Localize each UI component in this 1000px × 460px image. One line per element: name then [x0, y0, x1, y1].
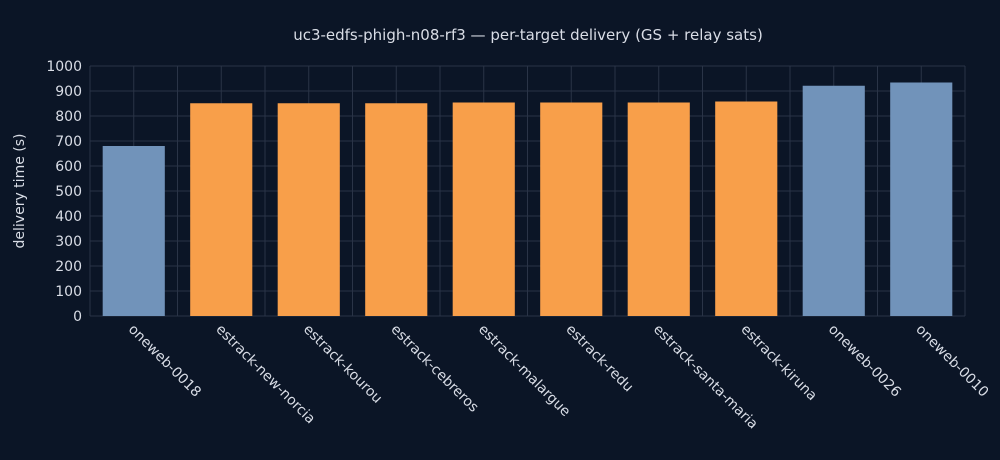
x-tick-label: estrack-redu — [562, 322, 636, 396]
bar-estrack-malargue — [452, 102, 515, 316]
x-axis-ticks: oneweb-0018 estrack-new-norciaestrack-kou… — [125, 322, 991, 433]
bars — [102, 82, 953, 316]
bar-estrack-santa-maria — [627, 102, 690, 316]
bar-estrack-kiruna — [715, 101, 778, 316]
x-tick-label: oneweb-0026 — [825, 322, 904, 401]
bar-estrack-cebreros — [365, 103, 428, 316]
y-axis-label: delivery time (s) — [12, 134, 28, 249]
y-tick-label: 800 — [55, 109, 82, 125]
y-tick-label: 1000 — [46, 59, 82, 75]
x-tick-label: oneweb-0018 — [125, 322, 204, 401]
chart-title: uc3-edfs-phigh-n08-rf3 — per-target deli… — [293, 26, 763, 44]
y-tick-label: 900 — [55, 84, 82, 100]
y-tick-label: 600 — [55, 159, 82, 175]
x-tick-label: oneweb-0010 — [912, 322, 991, 401]
bar-estrack-new-norcia — [190, 103, 253, 316]
y-tick-label: 200 — [55, 259, 82, 275]
y-tick-label: 100 — [55, 284, 82, 300]
bar-estrack-redu — [540, 102, 603, 316]
y-tick-label: 300 — [55, 234, 82, 250]
bar-estrack-kourou — [277, 103, 340, 316]
x-tick-label: estrack-new-norcia — [212, 322, 318, 428]
y-tick-label: 700 — [55, 134, 82, 150]
bar-oneweb-0018 — [102, 146, 165, 316]
bar-oneweb-0026 — [802, 85, 865, 316]
bar-oneweb-0010 — [890, 82, 953, 316]
x-tick-label: estrack-kourou — [300, 322, 385, 407]
x-tick-label: estrack-cebreros — [387, 322, 481, 416]
y-tick-label: 0 — [73, 309, 82, 325]
y-axis-ticks: 0 100 200 300 400 500 600 700 800 900 1000 — [46, 59, 82, 325]
y-tick-label: 500 — [55, 184, 82, 200]
x-tick-label: estrack-kiruna — [737, 322, 819, 404]
x-tick-label: estrack-malargue — [475, 322, 573, 420]
y-tick-label: 400 — [55, 209, 82, 225]
